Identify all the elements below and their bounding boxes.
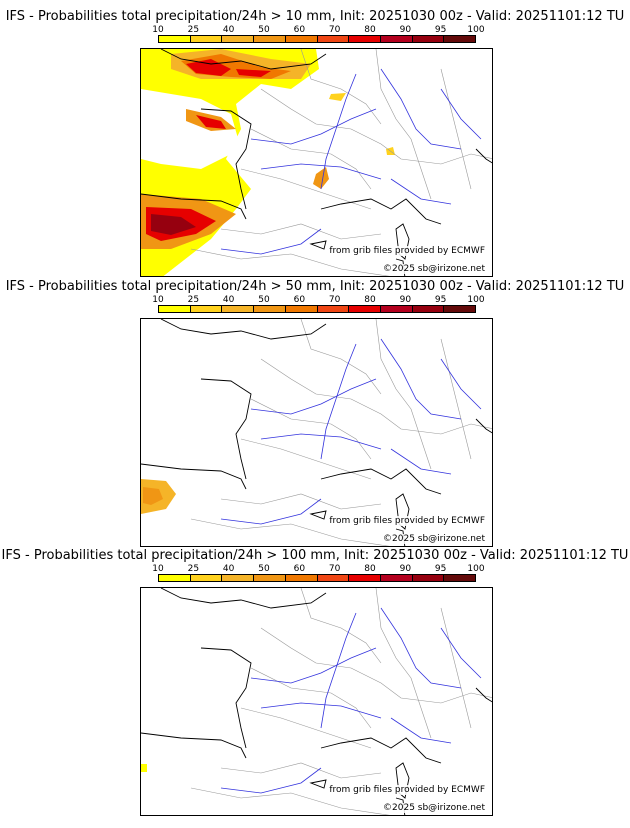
colorbar-tick-label: 10 — [152, 564, 164, 574]
colorbar-tick-label: 100 — [467, 564, 485, 574]
colorbar-tick-label: 40 — [222, 564, 235, 574]
colorbar-swatch — [444, 575, 476, 581]
colorbar-swatch — [222, 306, 255, 312]
coastline — [141, 588, 492, 815]
copyright-credit: ©2025 sb@irizone.net — [382, 264, 486, 274]
precip-shading — [141, 479, 176, 514]
colorbar-swatch — [159, 36, 191, 42]
map-canvas — [141, 49, 492, 276]
colorbar-tick-label: 70 — [328, 25, 341, 35]
colorbar-tick-label: 50 — [258, 25, 270, 35]
copyright-credit: ©2025 sb@irizone.net — [382, 534, 486, 544]
data-source-credit: from grib files provided by ECMWF — [328, 516, 486, 526]
map-canvas — [141, 319, 492, 546]
colorbar-swatch — [380, 36, 413, 42]
colorbar-tick-label: 10 — [152, 295, 164, 305]
colorbar-swatch — [444, 36, 476, 42]
coastline — [141, 319, 492, 546]
rivers — [220, 607, 482, 794]
precip-shading — [141, 49, 395, 276]
colorbar-tick-label: 95 — [434, 25, 447, 35]
colorbar-swatch — [444, 306, 476, 312]
map-canvas — [141, 588, 492, 815]
data-source-credit: from grib files provided by ECMWF — [328, 785, 486, 795]
probability-map[interactable]: from grib files provided by ECMWF ©2025 … — [140, 48, 493, 277]
colorbar-swatch — [380, 306, 413, 312]
colorbar-tick-label: 80 — [364, 295, 376, 305]
colorbar-swatch — [349, 306, 381, 312]
colorbar-tick-label: 100 — [467, 25, 485, 35]
colorbar-tick-label: 60 — [293, 25, 306, 35]
colorbar-swatch — [380, 575, 413, 581]
colorbar-tick-label: 60 — [293, 295, 306, 305]
colorbar-tick-label: 50 — [258, 295, 270, 305]
colorbar-tick-label: 80 — [364, 25, 376, 35]
rivers — [220, 338, 482, 525]
colorbar: 10 25 40 50 60 70 80 90 95 100 — [152, 295, 485, 315]
colorbar-tick-label: 90 — [399, 564, 412, 574]
colorbar-swatch — [222, 36, 255, 42]
colorbar: 10 25 40 50 60 70 80 90 95 100 — [152, 564, 485, 584]
panel-10mm: IFS - Probabilities total precipitation/… — [0, 0, 630, 277]
coastline — [141, 49, 492, 276]
colorbar-swatches — [158, 305, 476, 313]
colorbar: 10 25 40 50 60 70 80 90 95 100 — [152, 25, 485, 45]
panel-title: IFS - Probabilities total precipitation/… — [1, 548, 629, 563]
admin-borders — [190, 588, 492, 815]
colorbar-swatch — [285, 575, 318, 581]
colorbar-swatch — [412, 36, 445, 42]
colorbar-swatch — [190, 36, 223, 42]
colorbar-swatch — [222, 575, 255, 581]
precip-shading — [141, 764, 147, 772]
colorbar-swatch — [317, 36, 350, 42]
colorbar-swatch — [317, 575, 350, 581]
colorbar-swatch — [349, 575, 381, 581]
colorbar-tick-label: 95 — [434, 564, 447, 574]
copyright-credit: ©2025 sb@irizone.net — [382, 803, 486, 813]
colorbar-swatch — [190, 575, 223, 581]
colorbar-swatch — [412, 306, 445, 312]
colorbar-tick-label: 40 — [222, 295, 235, 305]
probability-map[interactable]: from grib files provided by ECMWF ©2025 … — [140, 318, 493, 547]
colorbar-tick-label: 50 — [258, 564, 270, 574]
colorbar-swatch — [317, 306, 350, 312]
rivers — [220, 68, 482, 255]
colorbar-tick-label: 25 — [187, 25, 200, 35]
colorbar-tick-label: 25 — [187, 564, 200, 574]
colorbar-swatch — [254, 306, 286, 312]
colorbar-tick-label: 40 — [222, 25, 235, 35]
colorbar-swatch — [254, 575, 286, 581]
colorbar-swatch — [412, 575, 445, 581]
colorbar-swatch — [254, 36, 286, 42]
colorbar-tick-label: 90 — [399, 25, 412, 35]
colorbar-tick-label: 60 — [293, 564, 306, 574]
colorbar-swatch — [159, 306, 191, 312]
colorbar-tick-label: 25 — [187, 295, 200, 305]
colorbar-tick-label: 95 — [434, 295, 447, 305]
colorbar-tick-label: 70 — [328, 295, 341, 305]
colorbar-swatch — [349, 36, 381, 42]
colorbar-swatch — [190, 306, 223, 312]
colorbar-tick-label: 90 — [399, 295, 412, 305]
data-source-credit: from grib files provided by ECMWF — [328, 246, 486, 256]
colorbar-tick-label: 80 — [364, 564, 376, 574]
panel-title: IFS - Probabilities total precipitation/… — [5, 9, 625, 24]
colorbar-tick-label: 100 — [467, 295, 485, 305]
colorbar-tick-label: 10 — [152, 25, 164, 35]
panel-50mm: IFS - Probabilities total precipitation/… — [0, 270, 630, 547]
panel-title: IFS - Probabilities total precipitation/… — [5, 279, 625, 294]
colorbar-swatch — [285, 36, 318, 42]
colorbar-swatch — [285, 306, 318, 312]
colorbar-tick-label: 70 — [328, 564, 341, 574]
colorbar-swatch — [159, 575, 191, 581]
probability-map[interactable]: from grib files provided by ECMWF ©2025 … — [140, 587, 493, 816]
colorbar-swatches — [158, 35, 476, 43]
colorbar-swatches — [158, 574, 476, 582]
panel-100mm: IFS - Probabilities total precipitation/… — [0, 539, 630, 816]
